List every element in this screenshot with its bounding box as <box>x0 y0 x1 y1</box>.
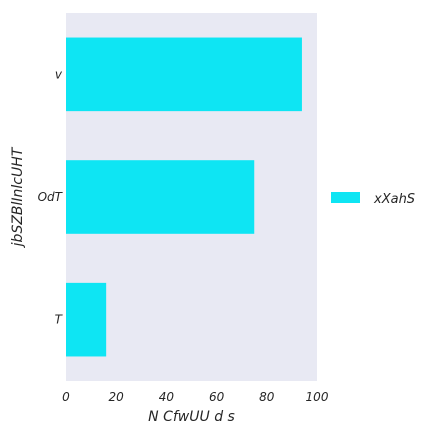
bar-OdT <box>66 160 255 234</box>
bar-T <box>66 282 107 357</box>
x-tick-label: 60 <box>209 390 225 404</box>
bar-v <box>66 37 302 112</box>
y-axis-label: jbSZBlInlcUHT <box>10 146 26 248</box>
y-tick-label: OdT <box>38 190 64 204</box>
x-tick-label: 100 <box>306 390 329 404</box>
x-tick-label: 20 <box>109 390 125 404</box>
y-tick-label: T <box>55 313 64 327</box>
legend-swatch <box>331 192 360 203</box>
legend-label: xXahS <box>373 192 415 207</box>
x-tick-labels: 0 20 40 60 80 100 <box>62 390 329 404</box>
x-tick-label: 0 <box>62 390 70 404</box>
legend: xXahS <box>331 192 415 207</box>
x-tick-label: 40 <box>159 390 175 404</box>
y-tick-labels: v OdT T <box>38 67 64 326</box>
x-tick-label: 80 <box>259 390 275 404</box>
x-axis-label: N CfwUU d s <box>148 409 235 425</box>
bars-group <box>66 37 302 357</box>
y-tick-label: v <box>55 67 63 81</box>
